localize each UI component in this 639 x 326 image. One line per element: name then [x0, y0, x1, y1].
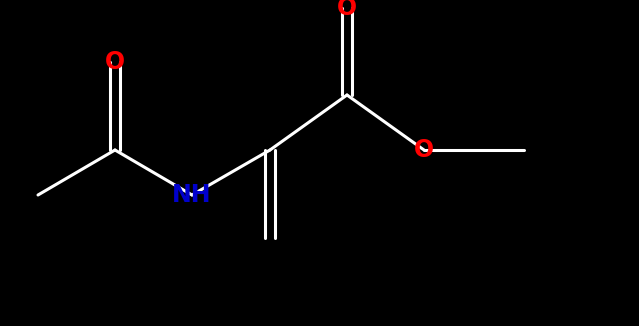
Text: NH: NH	[173, 183, 212, 207]
Text: O: O	[105, 50, 125, 74]
Text: O: O	[414, 138, 434, 162]
Text: O: O	[337, 0, 357, 20]
